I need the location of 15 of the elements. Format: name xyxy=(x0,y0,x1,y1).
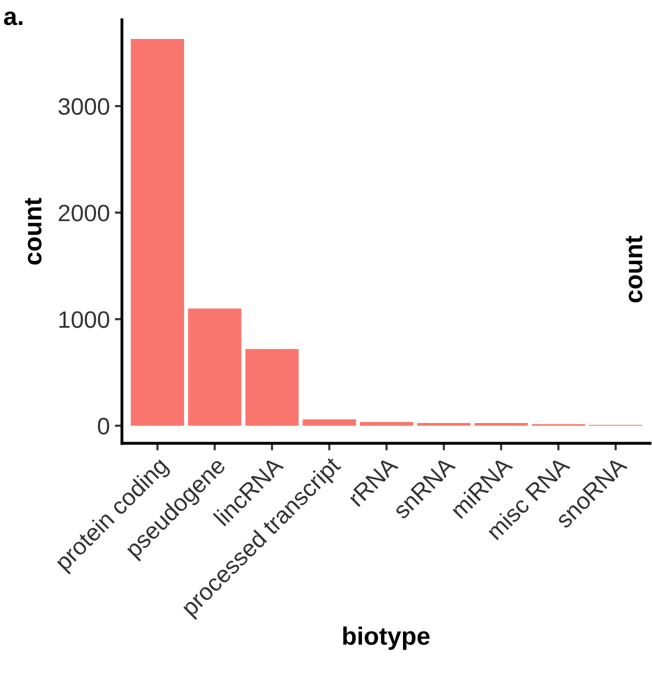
y-tick-label: 2000 xyxy=(58,204,110,222)
bar xyxy=(188,308,242,426)
bar xyxy=(360,422,414,426)
bar xyxy=(474,423,528,426)
text: a. xyxy=(4,11,22,26)
bar xyxy=(417,423,470,426)
y-tick-label: 3000 xyxy=(58,98,110,115)
x-axis-title: biotype xyxy=(343,626,430,650)
bar xyxy=(302,419,356,426)
y-tick-label: 0 xyxy=(98,418,110,435)
y-tick-label: 1000 xyxy=(59,311,110,328)
legend-title: count xyxy=(626,236,642,302)
bar xyxy=(130,38,184,426)
bar xyxy=(245,349,299,426)
y-axis-title: count xyxy=(24,198,42,265)
